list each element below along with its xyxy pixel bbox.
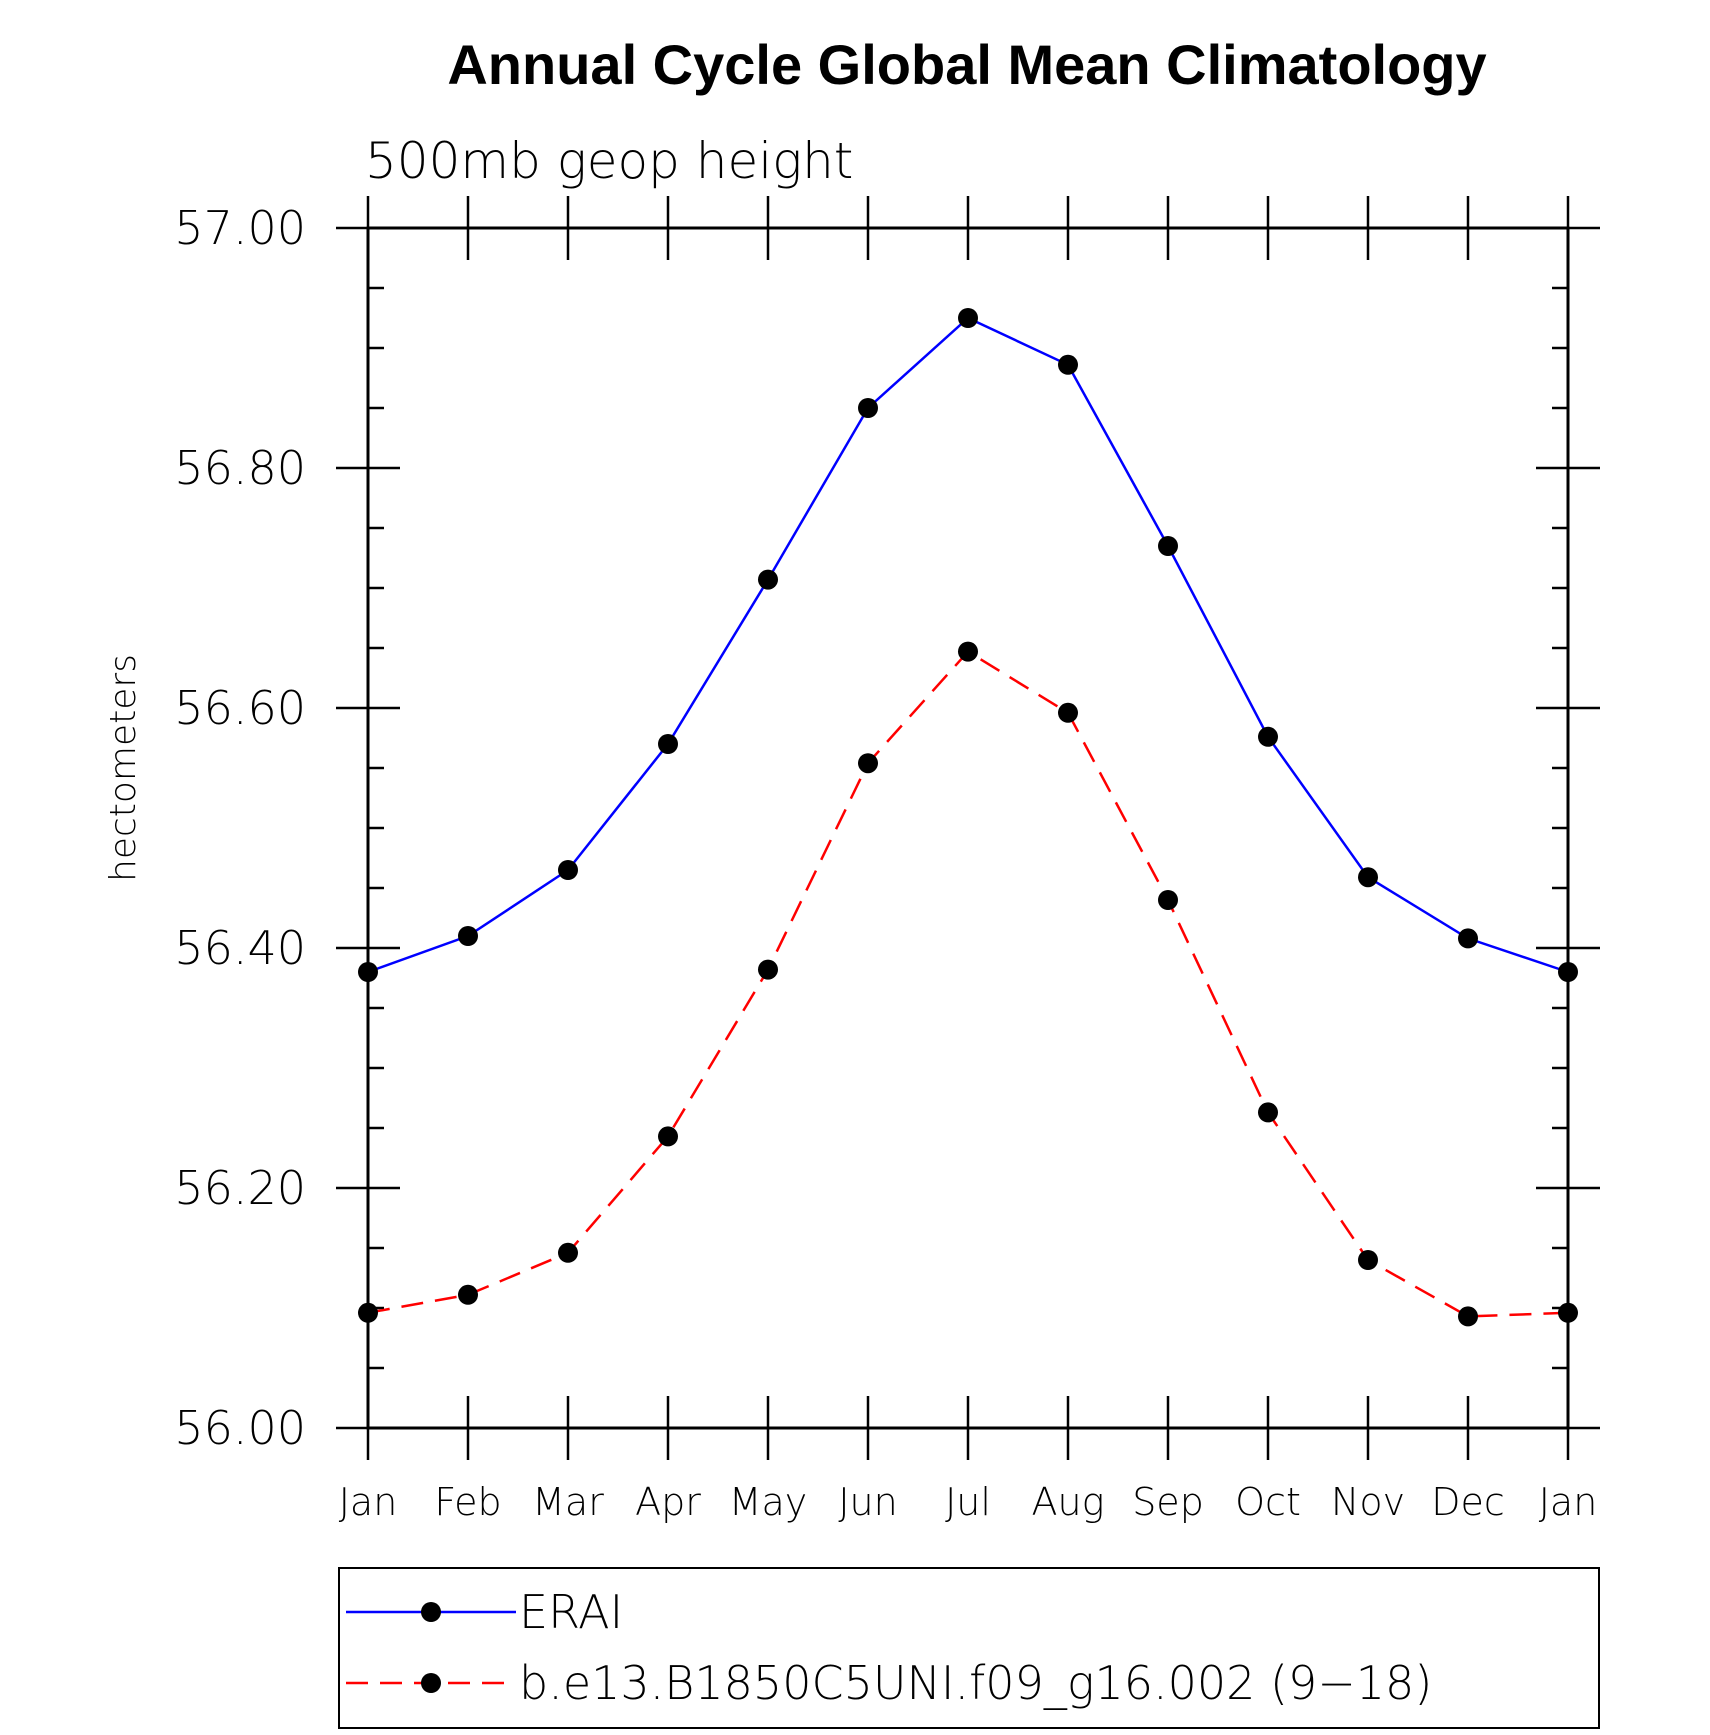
legend-marker-erai	[421, 1602, 441, 1622]
x-tick-label: Oct	[1235, 1480, 1301, 1524]
series-1-point	[558, 1242, 578, 1263]
y-tick-label: 56.60	[174, 681, 306, 735]
y-tick-label: 56.00	[174, 1401, 306, 1455]
series-0-point	[1058, 354, 1078, 375]
y-tick-label: 57.00	[174, 201, 306, 255]
legend: ERAI b.e13.B1850C5UNI.f09_g16.002 (9−18)	[338, 1567, 1600, 1729]
x-tick-label: Jan	[1539, 1480, 1598, 1524]
series-1-point	[358, 1302, 378, 1323]
y-axis-ticks	[336, 226, 1600, 1430]
series-1-point	[858, 753, 878, 774]
series-0-point	[1358, 867, 1378, 888]
series-0-point	[858, 398, 878, 418]
series-1-point	[1458, 1306, 1478, 1327]
series-1-point	[658, 1126, 678, 1147]
series-lines	[367, 316, 1569, 1318]
plot-frame	[366, 226, 1570, 1430]
legend-box	[338, 1567, 1600, 1729]
series-1-point	[458, 1284, 478, 1305]
series-1-point	[1258, 1102, 1278, 1123]
x-tick-label: Mar	[532, 1480, 604, 1524]
series-0-point	[558, 860, 578, 880]
x-tick-label: Feb	[434, 1480, 501, 1524]
series-0-point	[658, 734, 678, 754]
series-0-point	[1158, 536, 1178, 556]
series-1-point	[1558, 1302, 1578, 1323]
x-tick-label: Jul	[945, 1480, 991, 1524]
legend-label-model: b.e13.B1850C5UNI.f09_g16.002 (9−18)	[519, 1656, 1432, 1710]
x-tick-label: Nov	[1331, 1480, 1405, 1524]
y-axis-tick-labels: 56.00 56.20 56.40 56.60 56.80 57.00	[174, 201, 306, 1455]
y-tick-label: 56.20	[174, 1161, 306, 1215]
x-tick-label: Aug	[1032, 1480, 1105, 1524]
legend-label-erai: ERAI	[519, 1585, 623, 1639]
series-1-point	[1058, 702, 1078, 723]
chart-subtitle: 500mb geop height	[365, 132, 853, 190]
series-0-point	[958, 308, 978, 328]
x-tick-label: Apr	[635, 1480, 701, 1524]
series-0-point	[758, 569, 778, 590]
series-markers	[358, 308, 1578, 1327]
series-0-point	[358, 962, 378, 982]
legend-marker-model	[421, 1673, 441, 1693]
y-tick-label: 56.40	[174, 921, 306, 975]
x-axis-ticks	[366, 196, 1570, 1460]
series-1-point	[1158, 890, 1178, 910]
series-0-point	[1458, 928, 1478, 949]
series-1-point	[958, 641, 978, 662]
x-tick-label: Sep	[1132, 1480, 1204, 1524]
series-0-point	[458, 926, 478, 946]
x-tick-label: Jan	[339, 1480, 398, 1524]
x-tick-label: Dec	[1431, 1480, 1505, 1524]
series-1-point	[1358, 1250, 1378, 1270]
series-line-1	[367, 649, 1569, 1318]
series-1-point	[758, 959, 778, 980]
x-tick-label: May	[729, 1480, 808, 1524]
y-tick-label: 56.80	[174, 441, 306, 495]
y-axis-label: hectometers	[103, 654, 144, 882]
series-0-point	[1258, 726, 1278, 747]
series-0-point	[1558, 962, 1578, 982]
x-axis-tick-labels: Jan Feb Mar Apr May Jun Jul Aug Sep Oct Nov Dec Jan	[339, 1480, 1598, 1524]
x-tick-label: Jun	[838, 1480, 897, 1524]
chart-title: Annual Cycle Global Mean Climatology	[447, 33, 1486, 96]
